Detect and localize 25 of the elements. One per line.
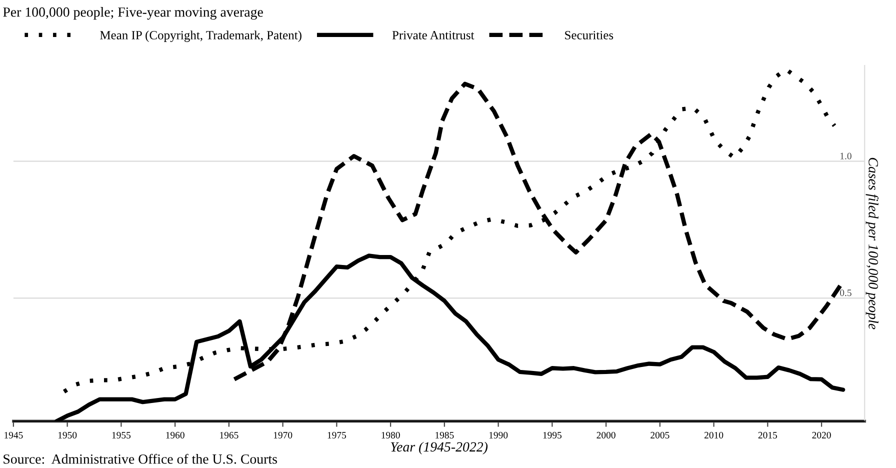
legend-label: Mean IP (Copyright, Trademark, Patent) [100,30,302,42]
x-axis-title: Year (1945-2022) [390,442,488,454]
y2-axis-title: Cases filed per 100,000 people [866,158,879,330]
x-tick-label: 1960 [166,432,184,438]
x-tick-label: 1945 [4,432,23,438]
legend-label: Securities [565,31,614,40]
x-tick-label: 2005 [650,432,670,438]
x-tick-label: 1950 [58,432,77,438]
y2-tick-label: 0.5 [840,290,852,296]
x-tick-label: 2010 [704,432,724,438]
source-note: Source: Administrative Office of the U.S. Courts [4,454,277,464]
x-tick-label: 1995 [543,432,562,438]
legend-label: Private Antitrust [392,31,474,40]
x-tick-label: 1990 [489,432,508,438]
x-tick-label: 2000 [596,432,616,438]
y2-tick-label: 1.0 [840,152,852,160]
x-tick-label: 1965 [220,432,238,438]
x-tick-label: 2020 [812,432,831,438]
x-tick-label: 1970 [274,432,292,438]
x-tick-label: 1985 [436,432,454,438]
x-tick-label: 1955 [112,432,131,438]
x-tick-label: 2015 [758,432,778,438]
x-tick-label: 1980 [382,432,400,438]
chart-title: Per 100,000 people; Five-year moving average [3,7,263,20]
x-tick-label: 1975 [328,432,346,438]
